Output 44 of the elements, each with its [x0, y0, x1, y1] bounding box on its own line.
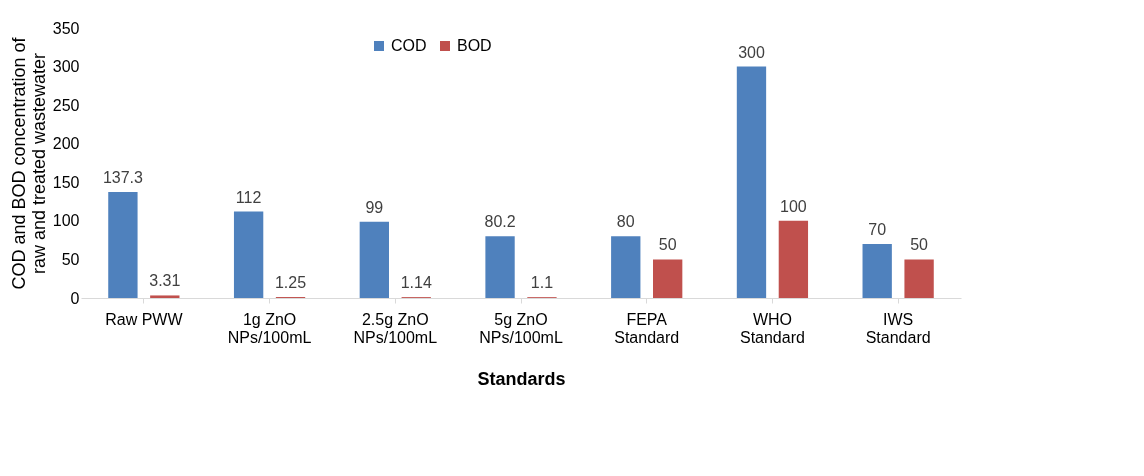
bar	[904, 259, 934, 298]
bar	[485, 236, 515, 298]
bar	[108, 192, 138, 298]
data-label: 80.2	[484, 213, 516, 231]
data-label: 50	[910, 236, 929, 254]
x-tick-label: IWS Standard	[865, 310, 931, 346]
x-tick-label: Raw PWW	[105, 310, 184, 328]
y-tick-label: 150	[52, 173, 80, 191]
y-tick-label: 350	[52, 19, 80, 37]
data-label: 70	[868, 221, 887, 238]
data-label: 99	[365, 198, 384, 216]
y-tick-label: 200	[52, 135, 80, 153]
bar	[653, 259, 683, 298]
data-label: 300	[738, 43, 765, 61]
y-tick-label: 0	[70, 289, 80, 307]
x-tick-label: 1g ZnO NPs/100mL	[227, 310, 312, 346]
bar	[736, 66, 767, 298]
x-tick-label: WHO Standard	[739, 310, 805, 346]
data-label: 80	[616, 213, 635, 231]
data-label: 50	[658, 236, 677, 254]
y-tick-label: 100	[52, 212, 80, 230]
bar	[611, 236, 641, 298]
x-tick-label: 2.5g ZnO NPs/100mL	[353, 310, 438, 346]
y-tick-label: 250	[52, 96, 80, 114]
data-label: 112	[235, 188, 262, 206]
data-label: 1.14	[400, 274, 432, 292]
data-label: 1.1	[530, 274, 554, 292]
y-axis-title: COD and BOD concentration of raw and treated wastewater	[8, 36, 49, 290]
bar	[233, 211, 264, 298]
data-label: 137.3	[102, 169, 144, 187]
x-axis-title: Standards	[477, 368, 566, 389]
bar	[862, 244, 892, 298]
x-tick-label: FEPA Standard	[614, 310, 680, 346]
y-tick-label: 50	[61, 250, 80, 268]
bar	[778, 220, 809, 298]
data-label: 100	[780, 197, 807, 215]
legend-label: BOD	[457, 37, 492, 54]
legend-label: COD	[391, 37, 427, 54]
data-label: 3.31	[149, 272, 181, 290]
bar	[359, 221, 389, 298]
bar	[150, 295, 180, 298]
y-tick-label: 300	[52, 58, 80, 76]
x-tick-label: 5g ZnO NPs/100mL	[479, 310, 563, 346]
data-label: 1.25	[274, 274, 307, 292]
